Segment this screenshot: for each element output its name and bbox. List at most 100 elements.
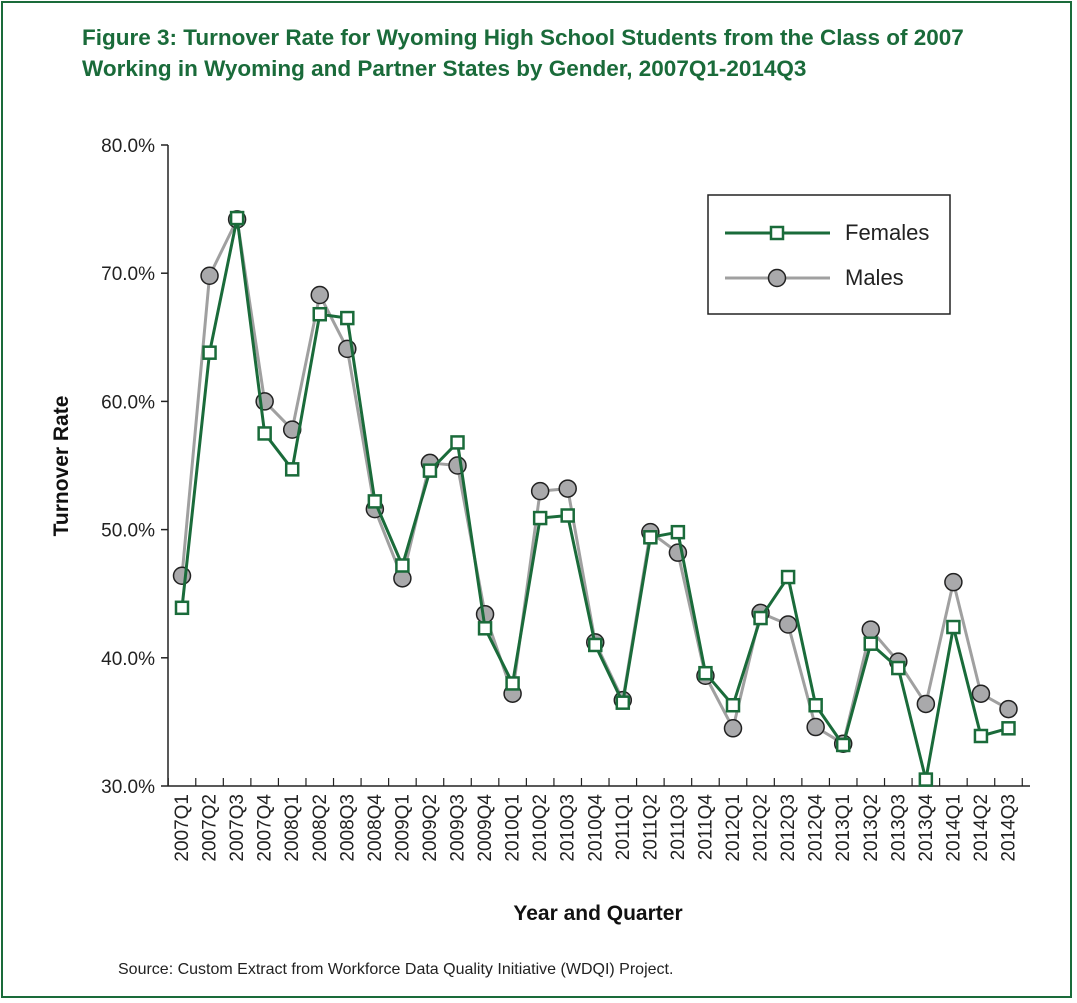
x-ticks: 2007Q1 2007Q2 2007Q3 2007Q4 2008Q1 2008Q2 2008… <box>167 778 1023 862</box>
data-point-females <box>174 600 190 616</box>
data-point-females <box>725 697 741 713</box>
data-point-females <box>670 524 686 540</box>
data-point-males <box>999 699 1018 719</box>
x-tick-label: 2012Q1 <box>723 794 744 862</box>
legend-females-marker <box>769 225 785 241</box>
series-layer <box>172 210 1018 787</box>
x-tick-label: 2012Q3 <box>778 794 799 862</box>
series-females <box>174 210 1016 787</box>
source-note: Source: Custom Extract from Workforce Da… <box>118 961 674 978</box>
data-point-females <box>835 737 851 753</box>
data-point-males <box>723 719 743 738</box>
data-point-males <box>778 615 798 634</box>
x-tick-label: 2008Q1 <box>282 794 303 862</box>
x-tick-label: 2007Q4 <box>255 794 276 862</box>
x-tick-label: 2010Q4 <box>585 794 606 862</box>
x-tick-label: 2007Q3 <box>227 794 248 862</box>
x-tick-label: 2008Q3 <box>337 794 358 862</box>
data-point-females <box>918 772 934 787</box>
data-point-females <box>367 494 383 509</box>
x-tick-label: 2011Q1 <box>613 794 634 860</box>
data-point-females <box>477 621 493 636</box>
data-point-females <box>560 508 575 523</box>
data-point-females <box>615 695 631 710</box>
data-point-females <box>312 306 327 322</box>
data-point-females <box>422 463 438 478</box>
x-tick-label: 2011Q2 <box>640 794 661 860</box>
x-tick-label: 2010Q1 <box>503 794 524 862</box>
x-tick-label: 2013Q1 <box>833 794 854 862</box>
data-point-females <box>808 697 823 713</box>
data-point-males <box>944 572 963 592</box>
data-point-females <box>588 637 603 653</box>
data-point-males <box>558 479 577 498</box>
data-point-females <box>505 676 520 691</box>
data-point-females <box>450 435 465 450</box>
x-tick-label: 2007Q2 <box>200 794 221 862</box>
title-line-1: Figure 3: Turnover Rate for Wyoming High… <box>82 25 964 50</box>
y-ticks: 30.0% 40.0% 50.0% 60.0% 70.0% 80.0% <box>101 136 168 798</box>
x-tick-label: 2007Q1 <box>172 794 193 862</box>
legend-females-label: Females <box>845 220 929 245</box>
x-tick-label: 2011Q4 <box>695 794 716 861</box>
x-tick-label: 2012Q2 <box>751 794 772 862</box>
data-point-females <box>863 636 878 651</box>
x-tick-label: 2013Q4 <box>916 794 937 862</box>
data-point-females <box>340 310 355 326</box>
data-point-males <box>310 285 329 305</box>
data-point-females <box>395 558 410 573</box>
axes <box>167 145 1030 787</box>
x-tick-label: 2012Q4 <box>806 794 827 862</box>
data-point-males <box>971 684 991 703</box>
y-tick-label: 80.0% <box>101 136 155 157</box>
legend-males-label: Males <box>845 265 904 290</box>
x-tick-label: 2014Q1 <box>943 794 964 862</box>
y-tick-label: 70.0% <box>101 264 155 285</box>
data-point-females <box>532 510 548 526</box>
x-tick-label: 2009Q2 <box>420 794 441 862</box>
x-tick-label: 2014Q2 <box>971 794 992 862</box>
data-point-males <box>530 481 550 501</box>
x-tick-label: 2013Q2 <box>861 794 882 862</box>
data-point-males <box>172 566 192 586</box>
data-point-females <box>973 728 989 744</box>
data-point-males <box>861 620 880 639</box>
legend-males-marker <box>767 268 787 288</box>
data-point-females <box>946 619 961 635</box>
y-tick-label: 60.0% <box>101 392 155 413</box>
data-point-females <box>643 530 658 545</box>
x-tick-label: 2010Q3 <box>558 794 579 862</box>
data-point-females <box>1001 721 1016 736</box>
y-tick-label: 50.0% <box>101 521 155 542</box>
x-tick-label: 2010Q2 <box>530 794 551 862</box>
x-tick-label: 2013Q3 <box>888 794 909 862</box>
data-point-males <box>448 456 467 475</box>
title-line-2: Working in Wyoming and Partner States by… <box>82 56 807 81</box>
figure-title: Figure 3: Turnover Rate for Wyoming High… <box>82 22 1042 84</box>
x-tick-label: 2011Q3 <box>668 794 689 860</box>
y-tick-label: 40.0% <box>101 649 155 670</box>
x-tick-label: 2009Q4 <box>475 794 496 862</box>
x-tick-label: 2008Q2 <box>310 794 331 862</box>
data-point-females <box>257 426 272 441</box>
x-tick-label: 2009Q1 <box>392 794 413 862</box>
legend-box <box>707 194 951 315</box>
data-point-females <box>202 345 217 360</box>
data-point-females <box>891 660 906 676</box>
legend: Females Males <box>707 194 951 315</box>
y-tick-label: 30.0% <box>101 777 155 798</box>
data-point-females <box>284 462 300 477</box>
y-axis-title: Turnover Rate <box>50 396 73 537</box>
data-point-females <box>780 569 796 585</box>
data-point-males <box>916 694 936 714</box>
data-point-males <box>200 266 219 286</box>
x-tick-label: 2014Q3 <box>999 794 1020 862</box>
x-axis-title: Year and Quarter <box>513 902 682 925</box>
data-point-females <box>229 210 245 226</box>
data-point-males <box>806 717 825 737</box>
x-tick-label: 2009Q3 <box>448 794 469 862</box>
data-point-females <box>698 665 713 681</box>
data-point-females <box>753 610 768 626</box>
